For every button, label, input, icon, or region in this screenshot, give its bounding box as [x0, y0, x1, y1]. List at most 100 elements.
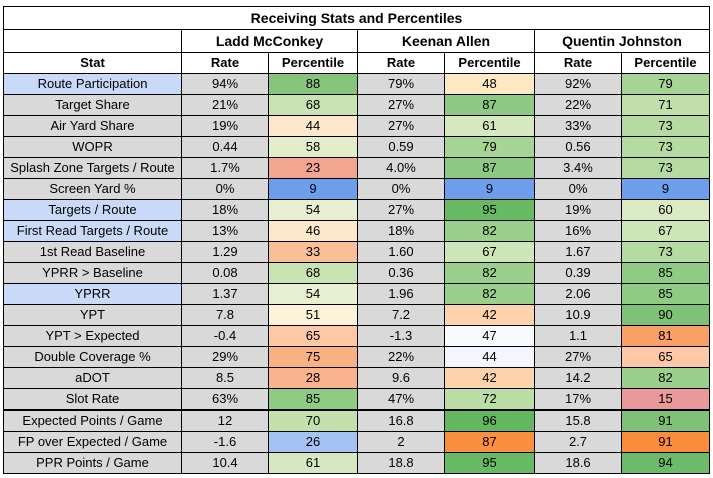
- rate-cell: -1.6: [181, 431, 269, 453]
- rate-cell: 0.44: [181, 136, 269, 158]
- percentile-cell: 75: [268, 346, 358, 368]
- rate-cell: 33%: [534, 115, 622, 137]
- rate-cell: 1.1: [534, 325, 622, 347]
- rate-cell: 12: [181, 409, 269, 432]
- percentile-cell: 9: [268, 178, 358, 200]
- percentile-cell: 82: [621, 367, 710, 389]
- rate-cell: 0.36: [357, 262, 445, 284]
- rate-cell: -0.4: [181, 325, 269, 347]
- rate-cell: 8.5: [181, 367, 269, 389]
- percentile-cell: 71: [621, 94, 710, 116]
- stat-label: Double Coverage %: [3, 346, 182, 368]
- stat-label: YPT: [3, 304, 182, 326]
- stat-label: FP over Expected / Game: [3, 431, 182, 453]
- percentile-cell: 87: [444, 431, 535, 453]
- stat-label: PPR Points / Game: [3, 452, 182, 474]
- rate-cell: 27%: [357, 94, 445, 116]
- player-name-2: Keenan Allen: [357, 29, 535, 53]
- percentile-cell: 46: [268, 220, 358, 242]
- percentile-cell: 33: [268, 241, 358, 263]
- percentile-cell: 82: [444, 283, 535, 305]
- rate-cell: 0.59: [357, 136, 445, 158]
- table-row: Expected Points / Game 12 70 16.8 96 15.8 91: [3, 409, 710, 432]
- column-header-percentile: Percentile: [444, 52, 535, 74]
- stat-label: Route Participation: [3, 73, 182, 95]
- percentile-cell: 87: [444, 157, 535, 179]
- percentile-cell: 65: [621, 346, 710, 368]
- table-row: WOPR 0.44 58 0.59 79 0.56 73: [3, 136, 710, 158]
- table-row: Splash Zone Targets / Route 1.7% 23 4.0% 87 3…: [3, 157, 710, 179]
- percentile-cell: 58: [268, 136, 358, 158]
- percentile-cell: 61: [444, 115, 535, 137]
- rate-cell: 27%: [357, 115, 445, 137]
- rate-cell: 47%: [357, 388, 445, 411]
- rate-cell: 1.29: [181, 241, 269, 263]
- percentile-cell: 85: [621, 283, 710, 305]
- rate-cell: 14.2: [534, 367, 622, 389]
- rate-cell: 0.56: [534, 136, 622, 158]
- percentile-cell: 82: [444, 262, 535, 284]
- rate-cell: 13%: [181, 220, 269, 242]
- rate-cell: 16.8: [357, 409, 445, 432]
- rate-cell: -1.3: [357, 325, 445, 347]
- player-name-3: Quentin Johnston: [534, 29, 710, 53]
- stat-label: First Read Targets / Route: [3, 220, 182, 242]
- rate-cell: 1.67: [534, 241, 622, 263]
- rate-cell: 1.96: [357, 283, 445, 305]
- rate-cell: 0.08: [181, 262, 269, 284]
- percentile-cell: 82: [444, 220, 535, 242]
- percentile-cell: 96: [444, 409, 535, 432]
- rate-cell: 0%: [357, 178, 445, 200]
- column-header-rate: Rate: [181, 52, 269, 74]
- rate-cell: 27%: [357, 199, 445, 221]
- stat-label: Screen Yard %: [3, 178, 182, 200]
- column-header-stat: Stat: [3, 52, 182, 74]
- percentile-cell: 47: [444, 325, 535, 347]
- stat-label: Expected Points / Game: [3, 409, 182, 432]
- rate-cell: 16%: [534, 220, 622, 242]
- stat-label: Air Yard Share: [3, 115, 182, 137]
- stat-label: 1st Read Baseline: [3, 241, 182, 263]
- rate-cell: 7.8: [181, 304, 269, 326]
- percentile-cell: 65: [268, 325, 358, 347]
- percentile-cell: 85: [621, 262, 710, 284]
- percentile-cell: 90: [621, 304, 710, 326]
- percentile-cell: 87: [444, 94, 535, 116]
- table-row: Slot Rate 63% 85 47% 72 17% 15: [3, 388, 710, 411]
- table-row: Screen Yard % 0% 9 0% 9 0% 9: [3, 178, 710, 200]
- rate-cell: 10.4: [181, 452, 269, 474]
- column-header-rate: Rate: [357, 52, 445, 74]
- percentile-cell: 85: [268, 388, 358, 411]
- table-row: First Read Targets / Route 13% 46 18% 82 16% 6…: [3, 220, 710, 242]
- rate-cell: 0%: [181, 178, 269, 200]
- rate-cell: 92%: [534, 73, 622, 95]
- rate-cell: 15.8: [534, 409, 622, 432]
- rate-cell: 18%: [181, 199, 269, 221]
- rate-cell: 10.9: [534, 304, 622, 326]
- percentile-cell: 88: [268, 73, 358, 95]
- table-row: aDOT 8.5 28 9.6 42 14.2 82: [3, 367, 710, 389]
- percentile-cell: 70: [268, 409, 358, 432]
- rate-cell: 2.7: [534, 431, 622, 453]
- percentile-cell: 54: [268, 283, 358, 305]
- rate-cell: 22%: [534, 94, 622, 116]
- rate-cell: 1.60: [357, 241, 445, 263]
- table-row: FP over Expected / Game -1.6 26 2 87 2.7 91: [3, 431, 710, 453]
- rate-cell: 18.6: [534, 452, 622, 474]
- rate-cell: 0.39: [534, 262, 622, 284]
- receiving-stats-table-wrapper: Receiving Stats and Percentiles Ladd McC…: [3, 6, 710, 474]
- column-header-rate: Rate: [534, 52, 622, 74]
- percentile-cell: 73: [621, 241, 710, 263]
- percentile-cell: 42: [444, 367, 535, 389]
- rate-cell: 3.4%: [534, 157, 622, 179]
- stat-label: YPRR > Baseline: [3, 262, 182, 284]
- rate-cell: 0%: [534, 178, 622, 200]
- percentile-cell: 42: [444, 304, 535, 326]
- table-row: Targets / Route 18% 54 27% 95 19% 60: [3, 199, 710, 221]
- percentile-cell: 9: [444, 178, 535, 200]
- percentile-cell: 28: [268, 367, 358, 389]
- percentile-cell: 72: [444, 388, 535, 411]
- rate-cell: 18.8: [357, 452, 445, 474]
- player-name-1: Ladd McConkey: [181, 29, 358, 53]
- table-title: Receiving Stats and Percentiles: [3, 6, 710, 30]
